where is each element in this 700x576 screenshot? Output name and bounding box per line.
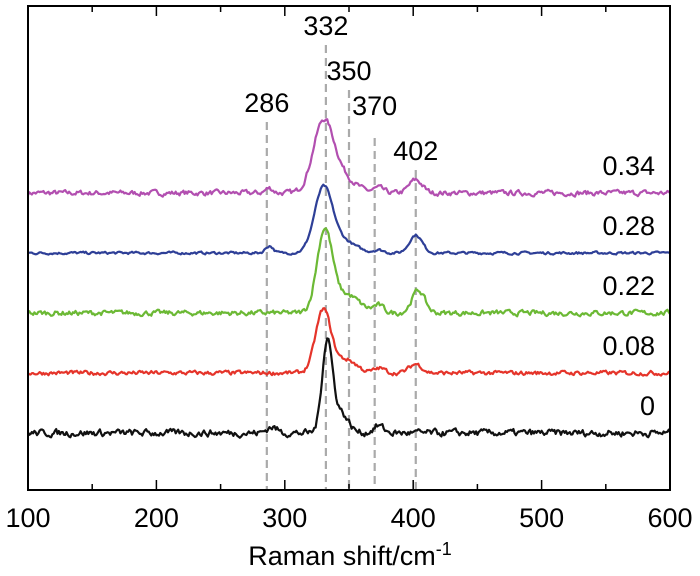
x-tick-label: 100 xyxy=(5,503,50,533)
series-label: 0.34 xyxy=(602,151,655,181)
x-tick-label: 500 xyxy=(519,503,564,533)
chart-labels: 100 200 300 400 500 600 286 332 350 370 402 0.34 0.2… xyxy=(5,11,692,533)
series-label: 0.28 xyxy=(602,211,655,241)
x-tick-label: 200 xyxy=(134,503,179,533)
x-axis-title: Raman shift/cm-1 xyxy=(248,539,452,571)
x-tick-label: 400 xyxy=(391,503,436,533)
x-tick-label: 600 xyxy=(647,503,692,533)
series-line xyxy=(27,183,671,256)
series-line xyxy=(27,337,671,439)
x-tick-label: 300 xyxy=(262,503,307,533)
peak-label: 402 xyxy=(393,136,438,166)
series-traces xyxy=(26,118,671,439)
peak-label: 286 xyxy=(244,88,289,118)
series-line xyxy=(26,118,671,198)
series-label: 0 xyxy=(640,391,655,421)
peak-marker-lines xyxy=(265,45,417,490)
plot-axes xyxy=(27,5,671,491)
series-label: 0.08 xyxy=(602,331,655,361)
peak-label: 332 xyxy=(303,11,348,41)
series-label: 0.22 xyxy=(602,271,655,301)
peak-label: 350 xyxy=(326,56,371,86)
series-line xyxy=(27,307,671,377)
series-line xyxy=(27,227,671,318)
peak-label: 370 xyxy=(352,91,397,121)
